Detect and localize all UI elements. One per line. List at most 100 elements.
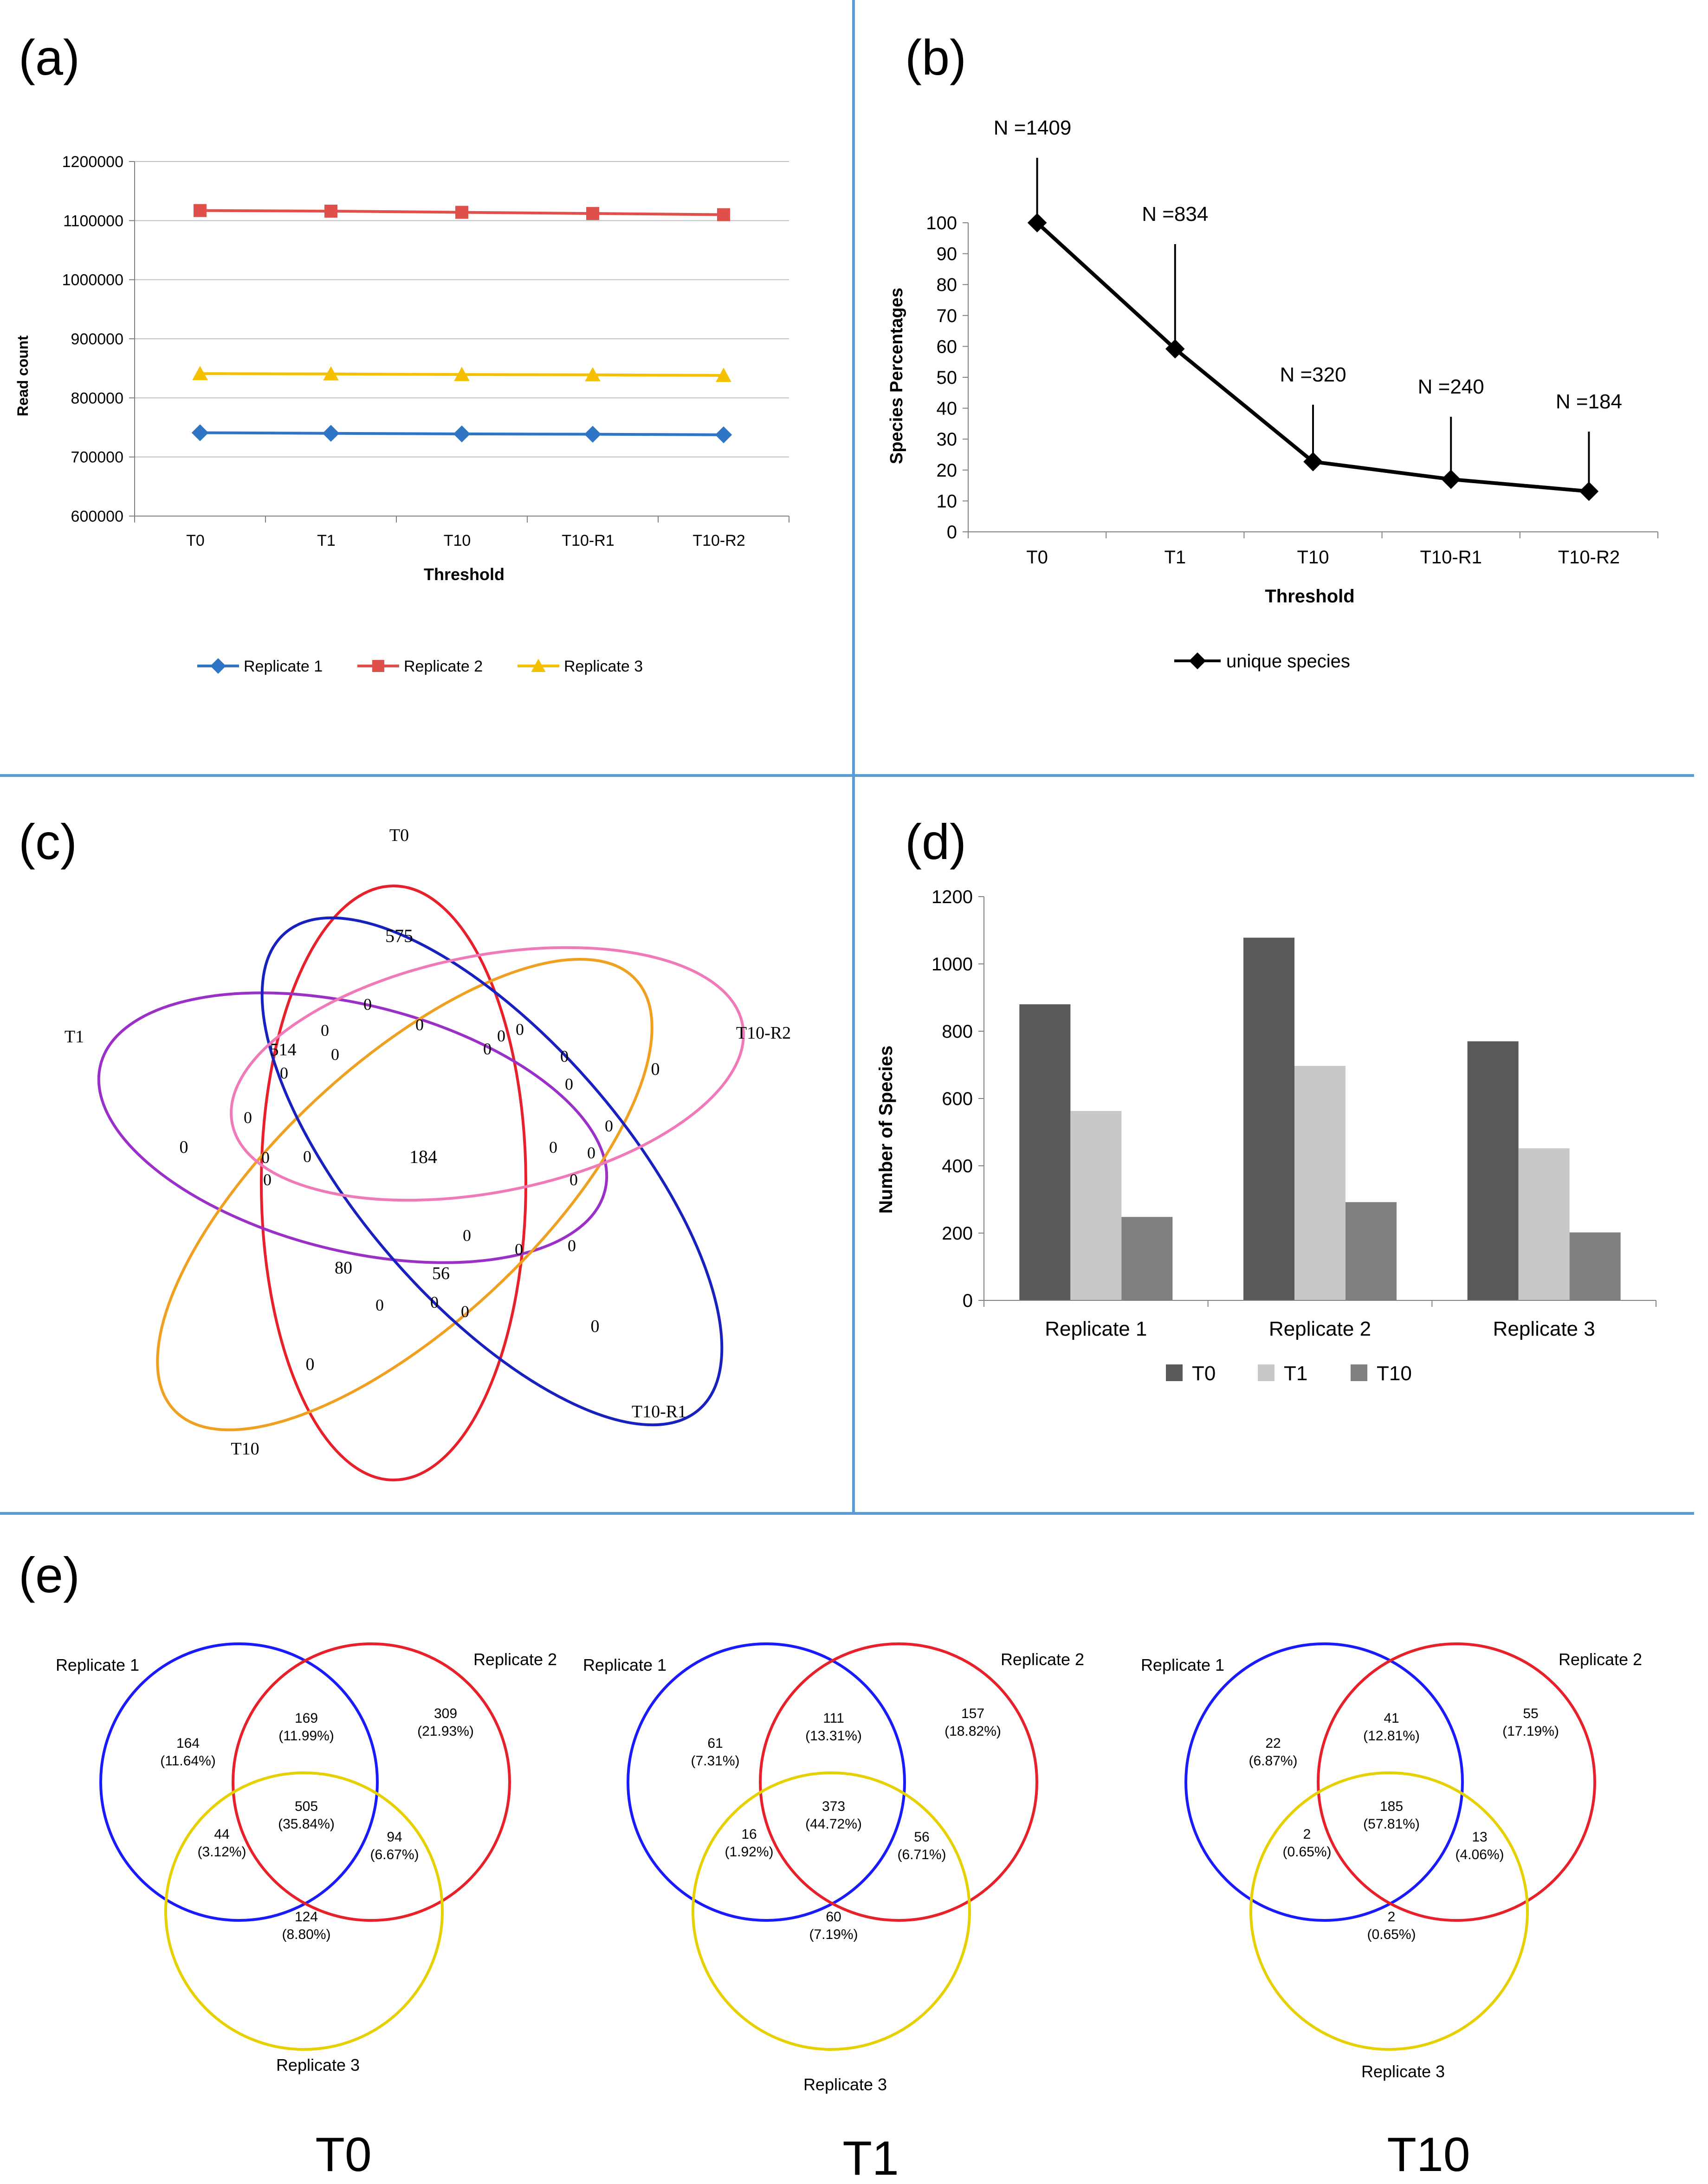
venn-zero-region: 0 [587,1144,595,1162]
x-tick-label: T10 [444,532,471,549]
bar [1346,1202,1397,1300]
y-tick-label: 1000 [932,954,973,975]
venn-region-percent: (11.99%) [278,1728,334,1744]
legend-label: Replicate 1 [244,658,323,675]
panel-label-e: (e) [19,1547,80,1603]
count-annotation: N =834 [1142,203,1208,226]
venn-zero-region: 0 [565,1075,573,1093]
venn-region-count: 164 [176,1736,200,1751]
y-tick-label: 1200 [932,887,973,907]
data-point [194,204,207,217]
venn-set-label: Replicate 3 [1361,2062,1445,2081]
venn-set-label-t1: T1 [65,1027,84,1047]
y-tick-label: 800000 [71,389,123,407]
y-tick-label: 200 [942,1223,973,1244]
venn-region-percent: (13.31%) [805,1728,862,1744]
venn-region-count: 185 [1380,1799,1403,1814]
venn-region-t0-t1: 514 [270,1040,297,1060]
y-tick-label: 1000000 [62,271,123,289]
data-point [192,366,208,381]
legend-label: unique species [1226,651,1350,672]
species-percentage-line-chart: 0 10 20 30 40 50 60 70 80 90 100 T0 T1 T10 T10-R1 T10-… [887,116,1658,672]
data-point [1303,452,1323,472]
data-point [586,207,599,220]
legend-label: Replicate 3 [564,658,643,675]
y-tick-label: 1200000 [62,153,123,171]
venn-circle-replicate-1 [99,1642,379,1922]
venn-region-count: 2 [1303,1827,1311,1842]
venn-zero-region: 0 [569,1170,578,1189]
bar [1569,1232,1621,1300]
venn-region-percent: (17.19%) [1502,1724,1559,1739]
x-tick-label: T10 [1297,547,1329,568]
legend-marker [1189,652,1206,670]
x-tick-label: T10-R1 [562,532,614,549]
x-tick-label: T1 [317,532,336,549]
venn-zero-region: 0 [375,1296,384,1314]
venn-circle-replicate-2 [1317,1642,1596,1922]
venn-region-percent: (6.67%) [370,1847,419,1862]
venn-set-label: Replicate 2 [473,1650,557,1669]
venn-region-percent: (6.87%) [1249,1753,1297,1769]
venn-region-r1-only: 0 [591,1317,600,1336]
y-tick-label: 700000 [71,449,123,466]
venn-region-percent: (1.92%) [725,1844,773,1860]
venn-region-count: 124 [295,1909,318,1925]
venn-region-count: 16 [741,1827,757,1842]
x-tick-label: T1 [1164,547,1186,568]
venn-region-count: 13 [1472,1829,1487,1845]
x-tick-label: Replicate 1 [1045,1318,1147,1340]
count-annotation: N =1409 [994,116,1072,139]
venn-zero-region: 0 [516,1020,524,1039]
venn-region-count: 41 [1384,1711,1399,1726]
venn-region-count: 505 [295,1799,318,1814]
venn-region-count: 169 [295,1711,318,1726]
venn-zero-region: 0 [331,1045,339,1064]
venn-set-label: Replicate 2 [1001,1650,1084,1669]
venn-region-percent: (4.06%) [1455,1847,1504,1862]
y-tick-label: 70 [937,306,958,326]
venn-region-t0-only: 575 [385,925,413,946]
venn-diagram: Replicate 1 Replicate 2 Replicate 3 164 (11.… [56,1642,557,2182]
venn-region-percent: (7.19%) [809,1927,858,1942]
species-count-bar-chart: 0 200 400 600 800 1000 1200 Replicate 1 Replica… [876,887,1656,1385]
legend-marker [372,660,384,672]
replicate-venn-diagrams: Replicate 1 Replicate 2 Replicate 3 164 (11.… [56,1642,1642,2183]
venn-circle-replicate-1 [1184,1642,1464,1922]
venn-region-percent: (12.81%) [1363,1728,1420,1744]
venn-region-count: 111 [823,1711,844,1726]
panel-label-b: (b) [905,29,966,85]
bar [1121,1217,1173,1300]
venn-region-count: 44 [214,1827,229,1842]
bar [1294,1066,1346,1300]
y-tick-label: 20 [937,460,958,481]
venn-region-count: 2 [1388,1909,1396,1925]
venn-set-t10-r1 [260,916,724,1427]
venn-zero-region: 0 [568,1236,576,1255]
venn-region-percent: (21.93%) [417,1724,474,1739]
y-axis-title: Species Percentages [887,288,906,464]
venn-set-label: Replicate 3 [276,2055,360,2074]
bar [1070,1111,1122,1300]
venn-region-percent: (44.72%) [805,1816,862,1832]
panel-label-d: (d) [905,814,966,870]
read-count-line-chart: 600000 700000 800000 900000 1000000 1100000 12… [14,153,789,675]
data-point [322,425,340,442]
venn-zero-region: 0 [430,1293,439,1312]
venn-diagram-title: T10 [1387,2128,1470,2182]
data-point [323,366,339,381]
venn-region-t0-t10: 80 [335,1258,352,1278]
x-tick-label: T10-R1 [1420,547,1482,568]
legend-label: T0 [1192,1362,1216,1385]
y-tick-label: 600 [942,1089,973,1109]
x-axis-title: Threshold [424,565,505,584]
bar [1019,1004,1071,1300]
venn-zero-region: 0 [463,1226,471,1245]
venn-circle-replicate-2 [232,1642,511,1922]
data-point [716,368,731,382]
venn-region-count: 60 [826,1909,841,1925]
y-tick-label: 400 [942,1156,973,1176]
venn-region-count: 373 [822,1799,845,1814]
venn-region-count: 56 [914,1829,929,1845]
venn-region-t1-only: 0 [180,1137,188,1157]
